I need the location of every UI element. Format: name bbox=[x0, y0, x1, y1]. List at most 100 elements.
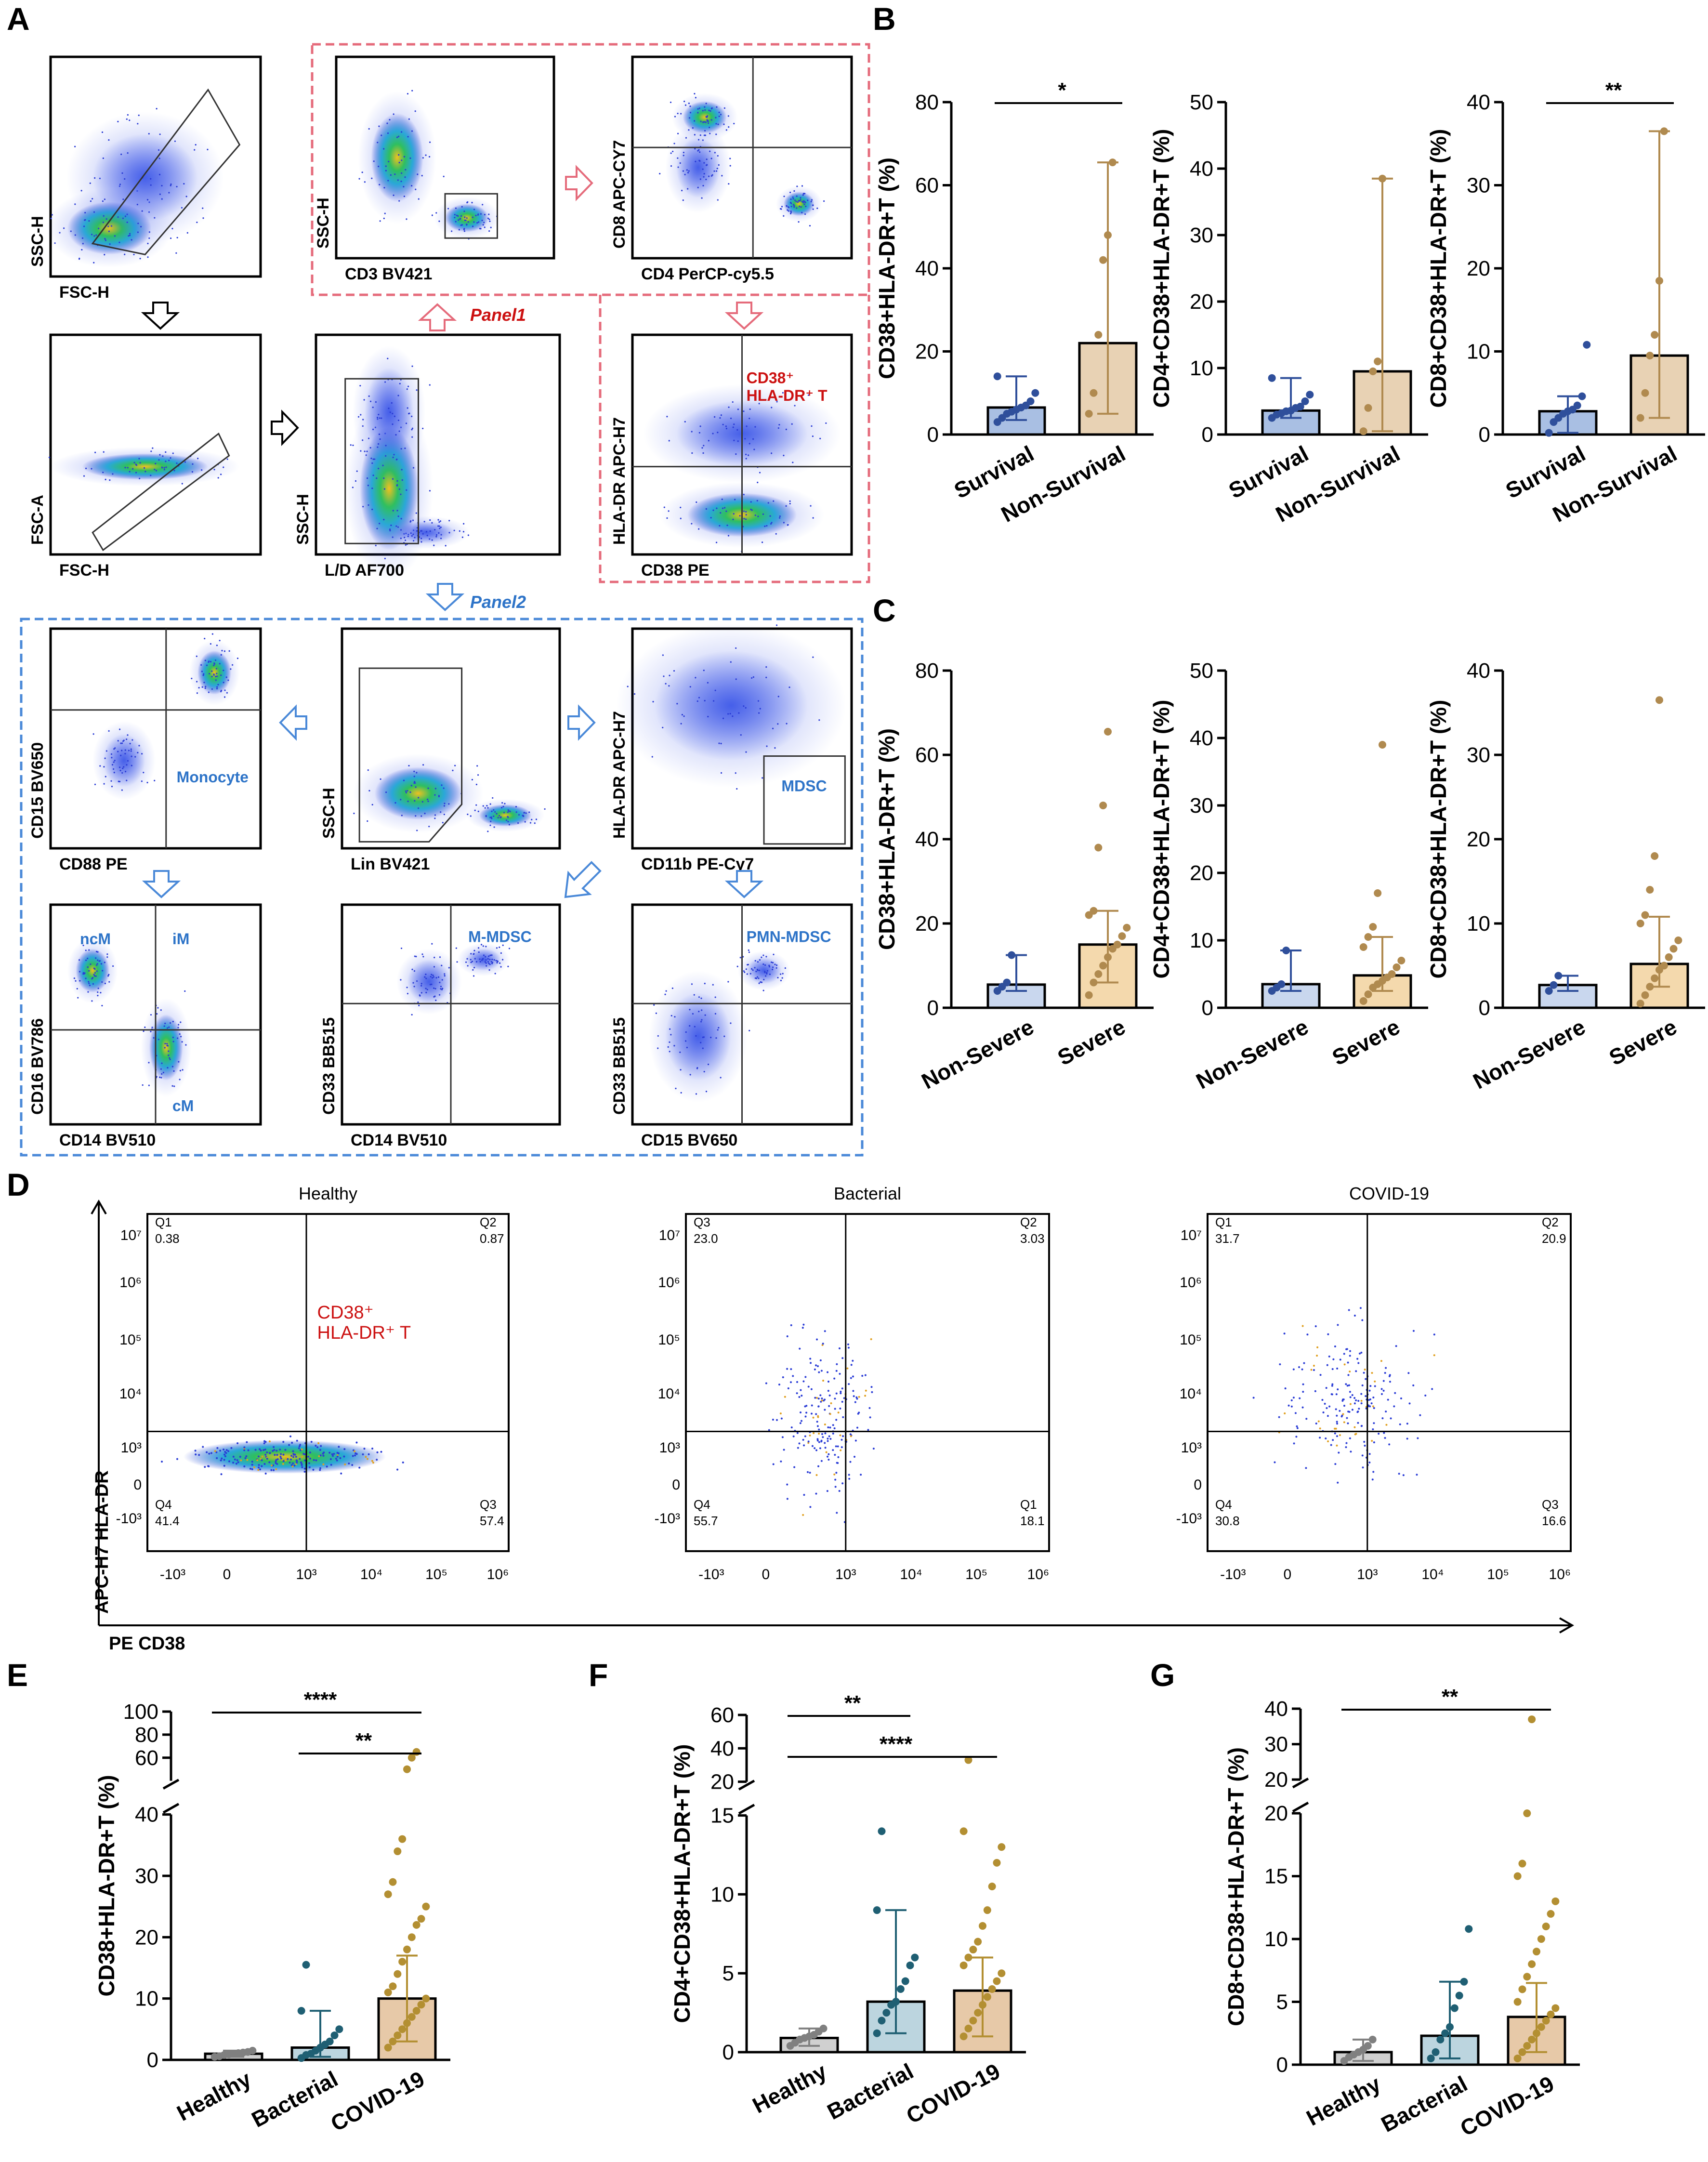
event-dot bbox=[83, 475, 85, 477]
event-dot bbox=[675, 1087, 677, 1090]
data-point bbox=[403, 1945, 411, 1953]
event-dot bbox=[473, 949, 475, 951]
event-dot bbox=[143, 772, 145, 774]
event-dot bbox=[1353, 1402, 1356, 1405]
event-dot bbox=[112, 965, 114, 967]
event-dot bbox=[1371, 1372, 1373, 1374]
event-dot bbox=[1347, 1422, 1349, 1424]
data-point bbox=[1455, 1991, 1463, 2000]
event-dot bbox=[852, 1375, 854, 1378]
event-dot bbox=[1360, 1402, 1363, 1405]
event-dot bbox=[850, 1435, 852, 1437]
y-tick-label: 15 bbox=[1264, 1865, 1288, 1888]
y-tick-label: 5 bbox=[723, 1962, 734, 1985]
data-point bbox=[384, 2043, 392, 2052]
event-dot bbox=[280, 1453, 282, 1455]
event-dot bbox=[495, 960, 497, 962]
event-dot bbox=[273, 1469, 275, 1471]
event-dot bbox=[696, 700, 698, 702]
event-dot bbox=[428, 156, 431, 158]
y-axis-label: CD16 BV786 bbox=[28, 1018, 47, 1115]
event-dot bbox=[750, 508, 752, 511]
event-dot bbox=[211, 633, 213, 635]
event-dot bbox=[754, 960, 756, 962]
data-point bbox=[1518, 2048, 1526, 2056]
event-dot bbox=[665, 990, 667, 992]
event-dot bbox=[712, 984, 714, 986]
event-dot bbox=[466, 201, 468, 204]
event-dot bbox=[855, 1396, 858, 1398]
event-dot bbox=[99, 765, 101, 767]
event-dot bbox=[73, 977, 76, 979]
x-tick-label: -10³ bbox=[160, 1567, 185, 1582]
event-dot bbox=[723, 107, 725, 109]
event-dot bbox=[1339, 1358, 1341, 1361]
event-dot bbox=[163, 467, 165, 469]
y-tick-label: 20 bbox=[915, 340, 939, 364]
event-dot bbox=[789, 212, 792, 214]
y-tick-label: 20 bbox=[1264, 1768, 1288, 1792]
quadrant-percentage: 0.87 bbox=[480, 1231, 504, 1246]
event-dot bbox=[816, 207, 818, 209]
event-dot bbox=[362, 419, 364, 421]
event-dot bbox=[834, 1453, 836, 1456]
event-dot bbox=[1360, 1399, 1363, 1402]
x-tick-label: Non-Severe bbox=[1469, 1014, 1590, 1094]
event-dot bbox=[146, 781, 148, 784]
event-dot bbox=[1365, 1378, 1367, 1380]
data-point bbox=[993, 372, 1001, 381]
event-dot bbox=[331, 1453, 333, 1455]
event-dot bbox=[411, 429, 413, 431]
event-dot bbox=[309, 1457, 311, 1460]
event-dot bbox=[437, 976, 440, 978]
event-dot bbox=[54, 242, 56, 244]
event-dot bbox=[1343, 1405, 1345, 1407]
event-dot bbox=[811, 199, 813, 201]
event-dot bbox=[768, 966, 770, 968]
event-dot bbox=[828, 1394, 831, 1397]
data-point bbox=[983, 1993, 991, 2001]
event-dot bbox=[833, 1427, 836, 1429]
event-dot bbox=[1332, 1358, 1335, 1360]
event-dot bbox=[385, 165, 387, 167]
event-dot bbox=[752, 438, 754, 440]
event-dot bbox=[1358, 1408, 1360, 1410]
event-dot bbox=[689, 112, 692, 114]
event-dot bbox=[473, 221, 475, 223]
event-dot bbox=[226, 692, 228, 694]
event-dot bbox=[168, 192, 170, 194]
event-dot bbox=[275, 1468, 277, 1470]
event-dot bbox=[207, 148, 209, 151]
event-dot bbox=[439, 527, 441, 529]
data-point bbox=[1665, 953, 1673, 961]
event-dot bbox=[476, 765, 478, 767]
event-dot bbox=[438, 994, 441, 996]
event-dot bbox=[761, 956, 762, 958]
event-dot bbox=[355, 1453, 358, 1455]
event-dot bbox=[100, 963, 103, 965]
event-dot bbox=[166, 1027, 169, 1029]
event-dot bbox=[210, 1452, 212, 1454]
event-dot bbox=[74, 234, 76, 236]
gate-outline bbox=[92, 432, 230, 552]
event-dot bbox=[824, 1423, 826, 1425]
event-dot bbox=[1314, 1390, 1316, 1392]
event-dot bbox=[1361, 1319, 1364, 1321]
data-point bbox=[1641, 389, 1649, 397]
plot-frame bbox=[1207, 1213, 1572, 1552]
event-dot bbox=[789, 500, 791, 502]
event-dot bbox=[400, 529, 402, 531]
quadrant-name: Q4 bbox=[155, 1497, 172, 1512]
event-dot bbox=[736, 788, 738, 790]
event-dot bbox=[377, 443, 380, 445]
event-dot bbox=[397, 135, 400, 137]
quadrant-name: Q1 bbox=[1215, 1215, 1232, 1229]
event-dot bbox=[822, 1343, 824, 1345]
x-tick-label: Severe bbox=[1328, 1014, 1404, 1070]
event-dot bbox=[746, 973, 748, 975]
event-dot bbox=[718, 164, 720, 166]
event-dot bbox=[317, 1442, 320, 1444]
event-dot bbox=[39, 252, 41, 254]
event-dot bbox=[134, 756, 136, 758]
data-point bbox=[1523, 1973, 1531, 1981]
